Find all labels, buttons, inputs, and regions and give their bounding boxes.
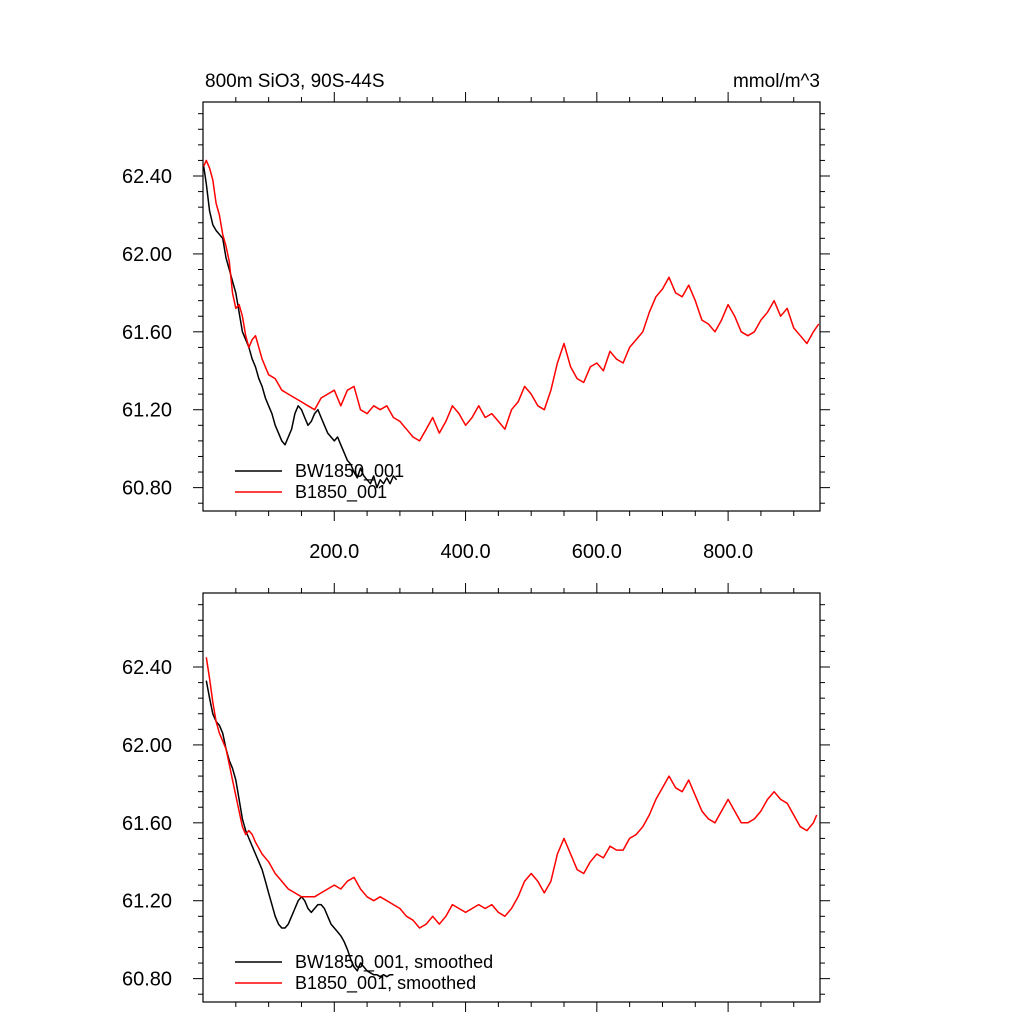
x-tick-label: 400.0 <box>441 541 491 563</box>
y-tick-label: 62.40 <box>122 166 172 188</box>
plot-frame <box>202 101 821 512</box>
y-tick-label: 61.60 <box>122 322 172 344</box>
series-line-black <box>205 680 394 978</box>
y-tick-label: 62.40 <box>122 657 172 679</box>
panel-title-right: mmol/m^3 <box>733 71 820 92</box>
y-tick-label: 60.80 <box>122 478 172 500</box>
y-tick-label: 62.00 <box>122 244 172 266</box>
y-tick-label: 61.60 <box>122 813 172 835</box>
series-line-red <box>205 657 818 929</box>
plot-panel-1: 60.80 61.20 61.60 62.00 62.40 200.0 400.0 600.0… <box>122 92 830 563</box>
x-tick-label: 600.0 <box>572 541 622 563</box>
legend-label-b1850: B1850_001 <box>295 482 387 503</box>
y-tick-label: 60.80 <box>122 969 172 991</box>
legend-label-b1850-smoothed: B1850_001, smoothed <box>295 973 476 994</box>
y-tick-label: 61.20 <box>122 891 172 913</box>
plot-frame <box>202 592 821 1003</box>
x-tick-label: 800.0 <box>703 541 753 563</box>
panel-title-left: 800m SiO3, 90S-44S <box>205 71 385 92</box>
y-tick-label: 62.00 <box>122 735 172 757</box>
x-tick-label: 200.0 <box>309 541 359 563</box>
legend-label-bw1850-smoothed: BW1850_001, smoothed <box>295 952 493 973</box>
plot-panel-2: 60.80 61.20 61.60 62.00 62.40 <box>122 583 830 1012</box>
series-line-red <box>203 159 820 442</box>
legend-label-bw1850: BW1850_001 <box>295 461 404 482</box>
series-line-black <box>202 166 398 489</box>
y-tick-label: 61.20 <box>122 400 172 422</box>
